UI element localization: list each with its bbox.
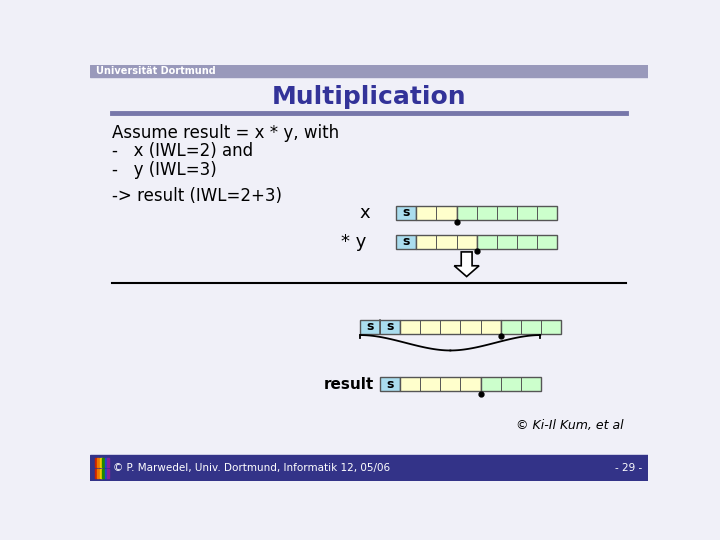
Text: Universität Dortmund: Universität Dortmund: [96, 66, 216, 76]
Bar: [396, 235, 416, 249]
Bar: [400, 377, 481, 392]
Bar: [97, 457, 99, 467]
Text: * y: * y: [341, 233, 366, 251]
Text: -   y (IWL=3): - y (IWL=3): [112, 160, 217, 179]
Bar: [107, 457, 109, 467]
Bar: [97, 469, 99, 478]
Bar: [104, 469, 107, 478]
Text: -   x (IWL=2) and: - x (IWL=2) and: [112, 142, 253, 160]
Bar: [90, 65, 648, 77]
Bar: [99, 457, 102, 467]
Text: - 29 -: - 29 -: [615, 463, 642, 473]
Bar: [102, 469, 104, 478]
Bar: [396, 206, 416, 220]
Bar: [107, 469, 109, 478]
Text: Assume result = x * y, with: Assume result = x * y, with: [112, 124, 339, 141]
Bar: [477, 235, 557, 249]
Bar: [380, 377, 400, 392]
Text: Multiplication: Multiplication: [271, 85, 467, 109]
Polygon shape: [454, 252, 479, 276]
Bar: [360, 320, 400, 334]
Bar: [456, 206, 557, 220]
Text: s: s: [402, 235, 410, 248]
Bar: [481, 377, 541, 392]
Bar: [102, 457, 104, 467]
Text: x: x: [360, 204, 370, 221]
Bar: [99, 469, 102, 478]
Bar: [94, 457, 97, 467]
Text: s: s: [402, 206, 410, 219]
Text: s: s: [386, 320, 394, 333]
Text: s: s: [366, 320, 374, 333]
Text: © Ki-Il Kum, et al: © Ki-Il Kum, et al: [516, 418, 624, 431]
Bar: [94, 469, 97, 478]
Bar: [90, 455, 648, 481]
Bar: [400, 320, 500, 334]
Bar: [416, 235, 477, 249]
Text: s: s: [386, 378, 394, 391]
Bar: [104, 457, 107, 467]
Text: © P. Marwedel, Univ. Dortmund, Informatik 12, 05/06: © P. Marwedel, Univ. Dortmund, Informati…: [113, 463, 390, 473]
Bar: [500, 320, 561, 334]
Text: -> result (IWL=2+3): -> result (IWL=2+3): [112, 187, 282, 205]
Bar: [416, 206, 456, 220]
Text: result: result: [323, 377, 374, 392]
